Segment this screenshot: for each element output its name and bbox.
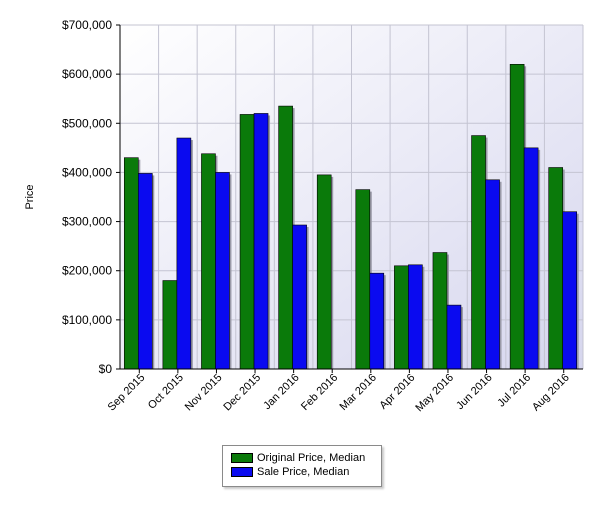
bar: [548, 167, 564, 370]
bar: [446, 304, 462, 370]
legend-label-sale: Sale Price, Median: [257, 466, 350, 478]
bar: [239, 114, 255, 370]
x-tick-label: Feb 2016: [299, 372, 340, 413]
y-tick-label: $100,000: [62, 313, 112, 327]
y-tick-label: $600,000: [62, 67, 112, 81]
bar: [432, 252, 448, 370]
legend: Original Price, Median Sale Price, Media…: [222, 445, 382, 487]
x-tick-label: Oct 2015: [146, 372, 186, 412]
legend-swatch-sale: [231, 467, 253, 477]
legend-item-original: Original Price, Median: [231, 452, 365, 464]
y-tick-label: $400,000: [62, 165, 112, 179]
bar: [471, 135, 486, 370]
bar: [369, 272, 385, 370]
bar: [176, 137, 192, 370]
x-tick-label: Mar 2016: [338, 372, 379, 413]
bar: [253, 113, 269, 370]
y-tick-label: $200,000: [62, 264, 112, 278]
x-tick-label: Jun 2016: [454, 372, 494, 412]
legend-swatch-original: [231, 453, 253, 463]
bar: [408, 264, 423, 370]
x-tick-label: Jul 2016: [495, 372, 533, 410]
bar: [316, 174, 332, 370]
y-tick-label: $500,000: [62, 116, 112, 130]
bar: [137, 173, 153, 370]
x-tick-label: Dec 2015: [221, 372, 263, 414]
x-tick-label: Apr 2016: [377, 372, 417, 412]
x-tick-label: May 2016: [413, 372, 456, 415]
bar: [201, 153, 216, 370]
bar: [394, 265, 409, 370]
bar: [485, 179, 500, 370]
y-tick-label: $0: [99, 362, 113, 376]
y-axis-title: Price: [24, 184, 36, 209]
bar: [523, 147, 539, 370]
legend-label-original: Original Price, Median: [257, 452, 366, 464]
x-tick-label: Jan 2016: [261, 372, 301, 412]
legend-item-sale: Sale Price, Median: [231, 466, 349, 478]
bar: [162, 280, 178, 370]
bar: [355, 189, 371, 370]
x-tick-label: Sep 2015: [106, 372, 148, 414]
bars: [123, 64, 579, 370]
bar: [562, 211, 578, 370]
bar: [292, 224, 307, 370]
x-tick-label: Aug 2016: [530, 372, 572, 414]
bar: [509, 64, 525, 370]
y-tick-label: $700,000: [62, 18, 112, 32]
x-tick-label: Nov 2015: [183, 372, 225, 414]
bar: [215, 172, 230, 370]
bar: [123, 157, 139, 370]
bar: [278, 105, 293, 370]
y-tick-label: $300,000: [62, 215, 112, 229]
